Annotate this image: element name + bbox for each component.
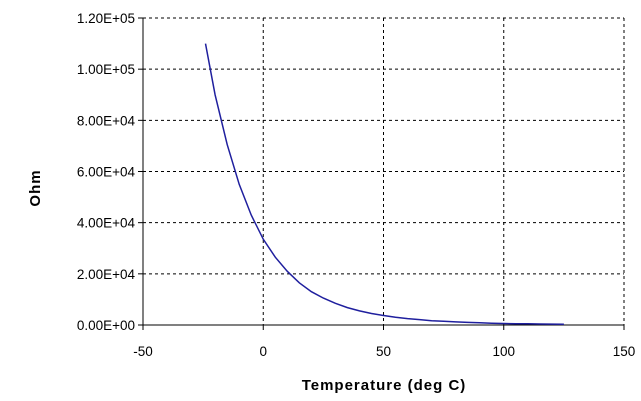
x-axis-title: Temperature (deg C) [302,377,467,394]
grid-lines [143,17,625,325]
axes [138,17,625,330]
x-tick-label: 0 [259,344,267,359]
y-tick-label: 0.00E+00 [77,318,135,333]
series-layer [204,43,564,325]
x-tick-label: -50 [133,344,153,359]
x-tick-label: 150 [613,344,636,359]
y-axis-title: Ohm [27,169,44,206]
y-tick-label: 6.00E+04 [77,165,136,180]
series-line [204,43,564,325]
y-tick-label: 2.00E+04 [77,267,136,282]
x-tick-label: 50 [376,344,391,359]
y-tick-label: 1.20E+05 [77,11,135,26]
y-tick-label: 4.00E+04 [77,216,136,231]
x-tick-label: 100 [492,344,515,359]
tick-labels: 0.00E+00 2.00E+04 4.00E+04 6.00E+04 8.00E+04… [77,11,635,359]
y-tick-label: 8.00E+04 [77,113,136,128]
y-tick-label: 1.00E+05 [77,62,135,77]
